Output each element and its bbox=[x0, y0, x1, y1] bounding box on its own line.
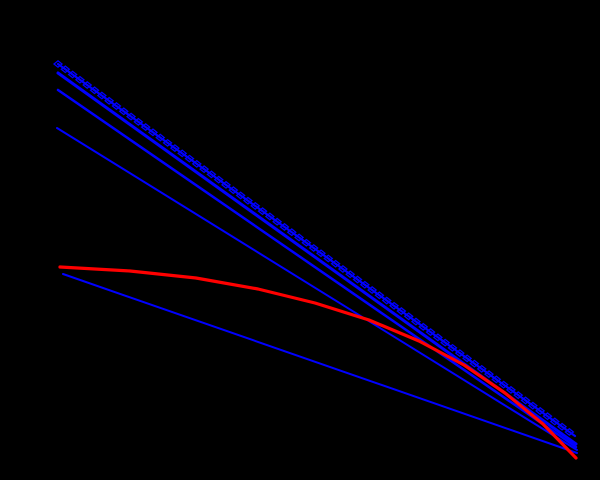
diamond-marker-icon bbox=[104, 96, 115, 105]
diamond-marker-icon bbox=[498, 380, 509, 389]
series-blue-top-line-diamond-markers bbox=[56, 62, 577, 438]
diamond-marker-icon bbox=[374, 291, 385, 300]
diamond-marker-icon bbox=[301, 238, 312, 247]
diamond-marker-icon bbox=[155, 133, 166, 142]
diamond-marker-icon bbox=[491, 375, 502, 384]
diamond-marker-icon bbox=[60, 65, 71, 74]
diamond-marker-icon bbox=[520, 396, 531, 405]
diamond-marker-icon bbox=[527, 401, 538, 410]
diamond-marker-icon bbox=[184, 154, 195, 163]
diamond-marker-icon bbox=[162, 138, 173, 147]
diamond-marker-icon bbox=[505, 385, 516, 394]
diamond-marker-icon bbox=[220, 180, 232, 189]
diamond-marker-icon bbox=[557, 422, 568, 431]
diamond-marker-icon bbox=[67, 70, 78, 79]
diamond-marker-icon bbox=[549, 417, 560, 426]
diamond-marker-icon bbox=[206, 170, 217, 179]
diamond-marker-icon bbox=[235, 191, 246, 200]
diamond-marker-icon bbox=[425, 328, 436, 337]
diamond-marker-icon bbox=[367, 285, 378, 295]
diamond-marker-icon bbox=[440, 338, 451, 347]
series-red-curve bbox=[58, 265, 578, 460]
diamond-marker-icon bbox=[286, 228, 297, 237]
series-blue-top-line-diamond-markers-markers bbox=[52, 59, 575, 436]
diamond-marker-icon bbox=[432, 333, 443, 342]
diamond-marker-icon bbox=[147, 128, 159, 137]
diamond-marker-icon bbox=[315, 249, 327, 258]
diamond-marker-icon bbox=[242, 196, 253, 205]
diamond-marker-icon bbox=[126, 112, 137, 121]
diamond-marker-icon bbox=[454, 349, 465, 358]
diamond-marker-icon bbox=[337, 264, 348, 274]
diamond-marker-icon bbox=[294, 233, 305, 242]
diamond-marker-icon bbox=[228, 186, 239, 195]
diamond-marker-icon bbox=[352, 275, 363, 284]
diamond-marker-icon bbox=[191, 159, 202, 168]
diamond-marker-icon bbox=[410, 317, 422, 326]
diamond-marker-icon bbox=[250, 201, 261, 210]
diamond-marker-icon bbox=[213, 175, 224, 184]
diamond-marker-icon bbox=[52, 59, 64, 69]
series-blue-line-4 bbox=[56, 127, 578, 451]
diamond-marker-icon bbox=[462, 354, 473, 363]
diamond-marker-icon bbox=[396, 307, 407, 316]
diamond-marker-icon bbox=[308, 243, 319, 253]
diamond-marker-icon bbox=[535, 406, 546, 415]
diamond-marker-icon bbox=[82, 80, 93, 90]
series-blue-line-5-shallow bbox=[62, 273, 578, 454]
diamond-marker-icon bbox=[403, 312, 414, 321]
diamond-marker-icon bbox=[418, 322, 429, 331]
series-blue-line-3 bbox=[56, 88, 578, 449]
diamond-marker-icon bbox=[118, 107, 129, 116]
diamond-marker-icon bbox=[542, 412, 553, 421]
diamond-marker-icon bbox=[111, 102, 122, 111]
diamond-marker-icon bbox=[330, 259, 341, 268]
diamond-marker-icon bbox=[513, 391, 524, 400]
diamond-marker-icon bbox=[447, 343, 458, 352]
diamond-marker-icon bbox=[133, 117, 144, 126]
diamond-marker-icon bbox=[96, 91, 107, 100]
diamond-marker-icon bbox=[345, 270, 356, 279]
diamond-marker-icon bbox=[476, 364, 487, 373]
diamond-marker-icon bbox=[264, 212, 275, 221]
diamond-marker-icon bbox=[74, 75, 85, 84]
diamond-marker-icon bbox=[279, 222, 290, 231]
diamond-marker-icon bbox=[140, 123, 151, 132]
diamond-marker-icon bbox=[323, 254, 334, 263]
diamond-marker-icon bbox=[381, 296, 392, 305]
diamond-marker-icon bbox=[169, 144, 180, 153]
diamond-marker-icon bbox=[199, 165, 210, 174]
diamond-marker-icon bbox=[359, 280, 370, 289]
diamond-marker-icon bbox=[483, 370, 495, 379]
diamond-marker-icon bbox=[389, 301, 400, 310]
diamond-marker-icon bbox=[469, 359, 480, 368]
diamond-marker-icon bbox=[89, 86, 100, 95]
diamond-marker-icon bbox=[272, 217, 283, 226]
diamond-marker-icon bbox=[564, 427, 575, 436]
diamond-marker-icon bbox=[257, 207, 268, 216]
diamond-marker-icon bbox=[177, 149, 188, 158]
